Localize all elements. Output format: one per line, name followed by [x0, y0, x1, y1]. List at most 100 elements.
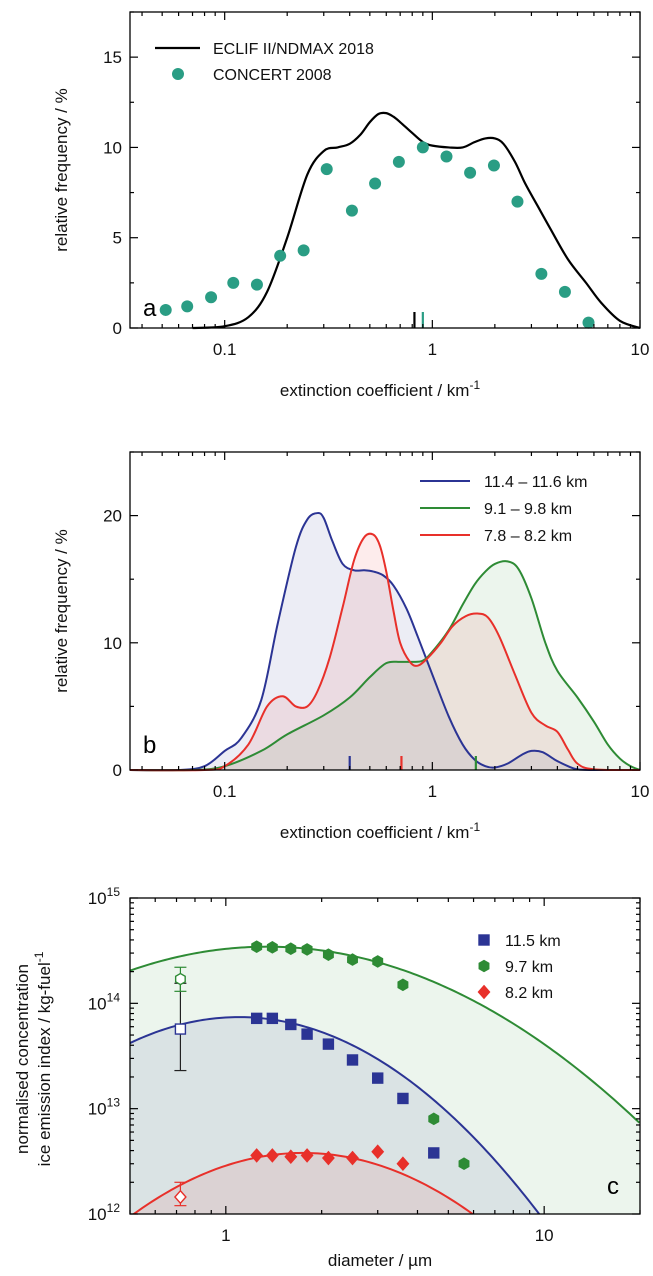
open-data-point	[174, 1023, 187, 1035]
panel-c	[130, 940, 640, 1214]
data-point-concert	[416, 141, 429, 154]
fit-area-0	[130, 1017, 540, 1214]
x-tick-label: 0.1	[213, 340, 237, 359]
panel-b-frame	[129, 451, 641, 771]
data-point-concert	[320, 163, 333, 176]
open-data-point	[174, 972, 186, 986]
y-tick-exp: 14	[107, 990, 121, 1004]
data-point-hexagon	[285, 942, 297, 956]
panel-a	[159, 111, 641, 330]
series-area-0	[130, 513, 640, 771]
y-axis-label-line2: ice emission index / kg-fuel-1	[32, 951, 54, 1166]
data-point-concert	[250, 278, 263, 291]
panel-label-a: a	[143, 295, 157, 322]
y-tick-label: 15	[103, 48, 122, 67]
panel-c-frame	[129, 897, 641, 1215]
y-tick-label: 1015	[88, 885, 121, 908]
legend-label-2: 7.8 – 8.2 km	[484, 528, 572, 545]
x-axis-label-text: extinction coefficient / km	[280, 381, 470, 400]
legend-swatch-concert	[172, 68, 184, 80]
data-point-hexagon	[372, 955, 384, 968]
x-axis-label: extinction coefficient / km-1	[280, 820, 481, 842]
series-line-1	[129, 560, 641, 772]
x-tick-label: 1	[428, 782, 437, 801]
x-axis-label-text: extinction coefficient / km	[280, 823, 470, 842]
panel-label-c: c	[607, 1173, 619, 1200]
fit-line-1	[130, 945, 640, 1124]
y-tick-label: 1014	[88, 990, 121, 1013]
data-point-square	[322, 1038, 335, 1050]
series-area-1	[130, 561, 640, 771]
data-point-diamond	[371, 1144, 385, 1160]
data-point-diamond	[300, 1148, 314, 1163]
data-point-hexagon	[347, 953, 358, 966]
data-point-diamond	[346, 1150, 359, 1166]
data-point-square	[250, 1012, 263, 1025]
y-axis-label: relative frequency / %	[52, 88, 71, 251]
data-point-concert	[511, 195, 524, 208]
x-axis-label: diameter / µm	[328, 1251, 432, 1270]
y-tick-label: 5	[113, 229, 122, 248]
y-tick-label: 20	[103, 507, 122, 526]
data-point-hexagon	[322, 948, 334, 961]
y-tick-label: 10	[103, 634, 122, 653]
y-tick-base: 10	[88, 1205, 107, 1224]
x-axis-label-sup: -1	[469, 820, 480, 834]
y-tick-label: 10	[103, 138, 122, 157]
data-point-concert	[345, 204, 358, 217]
data-point-diamond	[396, 1156, 410, 1172]
data-point-hexagon	[397, 978, 409, 992]
data-point-square	[266, 1012, 279, 1025]
y-tick-label: 1013	[88, 1096, 121, 1119]
series-line-2	[129, 532, 641, 772]
series-line-0	[129, 512, 641, 772]
fit-line-0	[130, 1016, 541, 1214]
data-point-hexagon	[301, 943, 313, 956]
data-point-concert	[205, 291, 218, 304]
y-tick-exp: 15	[107, 885, 121, 899]
data-point-square	[346, 1054, 359, 1066]
data-point-diamond	[250, 1148, 264, 1163]
data-point-diamond	[265, 1148, 279, 1163]
series-area-2	[130, 533, 640, 771]
data-point-concert	[535, 267, 548, 280]
y-tick-exp: 12	[107, 1201, 121, 1215]
x-tick-label: 0.1	[213, 782, 237, 801]
legend-swatch-diamond	[477, 984, 491, 1000]
y-tick-label: 1012	[88, 1201, 121, 1224]
y-tick-base: 10	[88, 994, 107, 1013]
open-data-point	[173, 1189, 187, 1205]
data-point-concert	[369, 177, 382, 190]
data-point-hexagon	[251, 940, 263, 953]
series-line-eclif	[192, 111, 641, 330]
legend-swatch-square	[478, 934, 490, 946]
legend-label-2: 8.2 km	[505, 985, 553, 1002]
data-point-square	[372, 1072, 384, 1084]
data-point-square	[397, 1092, 409, 1105]
data-point-concert	[181, 300, 194, 313]
x-axis-label: extinction coefficient / km-1	[280, 378, 481, 400]
y-tick-base: 10	[88, 889, 107, 908]
data-point-square	[428, 1147, 440, 1159]
data-point-concert	[227, 276, 240, 289]
data-point-hexagon	[266, 941, 278, 954]
data-point-concert	[487, 159, 500, 172]
panel-b	[129, 512, 641, 772]
y-tick-base: 10	[88, 1100, 107, 1119]
legend-swatch-hexagon	[478, 959, 490, 973]
x-tick-label: 1	[428, 340, 437, 359]
data-point-diamond	[321, 1150, 335, 1166]
data-point-diamond	[284, 1149, 298, 1165]
plot-area	[130, 940, 640, 1214]
fit-line-2	[132, 1151, 475, 1214]
x-tick-label: 10	[535, 1226, 554, 1245]
y-axis-label-sup: -1	[32, 951, 46, 962]
legend-label-1: 9.7 km	[505, 959, 553, 976]
y-tick-label: 0	[113, 761, 122, 780]
x-tick-label: 1	[221, 1226, 230, 1245]
data-point-concert	[558, 285, 571, 298]
data-point-concert	[159, 303, 172, 316]
data-point-concert	[440, 150, 453, 163]
data-point-hexagon	[458, 1157, 470, 1171]
